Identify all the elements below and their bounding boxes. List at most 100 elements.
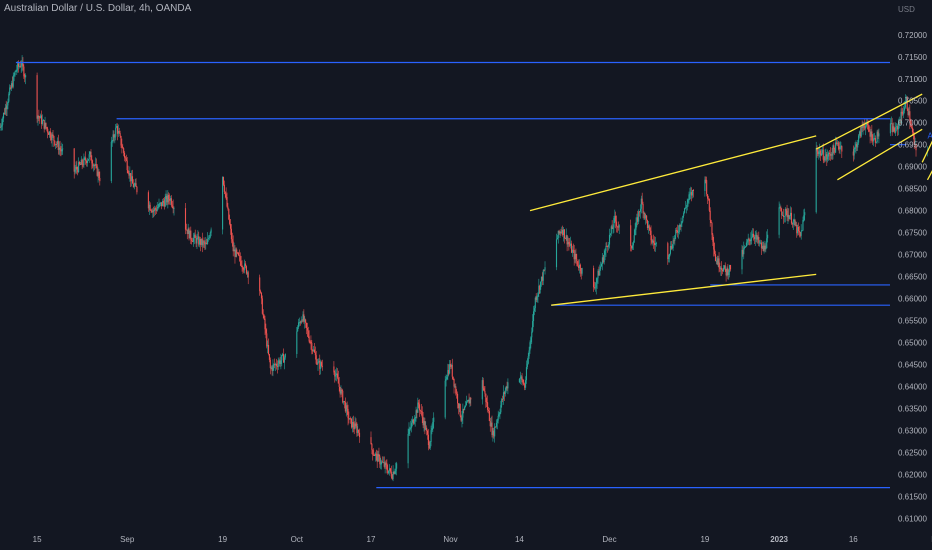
candle-body <box>42 120 44 121</box>
candle-body <box>375 453 377 455</box>
candle-body <box>121 145 123 148</box>
candle <box>83 153 85 168</box>
candle <box>765 241 767 253</box>
candle <box>393 470 395 475</box>
candle <box>667 241 669 265</box>
candle-body <box>910 122 912 127</box>
candle <box>752 228 754 238</box>
candle <box>691 187 693 202</box>
candle <box>460 414 462 423</box>
candle-body <box>19 66 21 68</box>
candle <box>185 223 187 231</box>
candle <box>99 171 101 186</box>
candle <box>750 232 752 245</box>
candle-body <box>194 234 196 238</box>
candle <box>532 314 534 333</box>
candle-body <box>198 236 200 245</box>
candle <box>165 190 167 206</box>
candle <box>826 152 828 166</box>
candle-body <box>594 287 596 289</box>
candle <box>351 418 353 429</box>
candle-body <box>170 198 172 205</box>
x-tick-label: Dec <box>602 535 616 544</box>
candle-body <box>521 376 523 380</box>
candle <box>797 222 800 236</box>
candle <box>859 127 861 139</box>
candle <box>711 221 713 241</box>
candle-body <box>306 327 308 331</box>
candle <box>171 201 173 209</box>
candle <box>195 235 197 248</box>
candle-body <box>389 468 391 472</box>
candle-body <box>914 144 916 145</box>
candle-body <box>381 461 383 465</box>
candle <box>383 456 385 469</box>
candle-body <box>789 216 791 220</box>
candle-body <box>682 215 684 222</box>
candle <box>301 319 303 323</box>
candle <box>128 171 130 179</box>
candle-body <box>376 453 378 462</box>
candle <box>503 391 505 401</box>
candle-body <box>873 138 876 139</box>
candle <box>686 198 688 211</box>
candle-body <box>278 360 280 364</box>
candle <box>487 395 489 413</box>
candle-body <box>321 365 323 367</box>
candle-body <box>692 190 694 192</box>
candle-body <box>197 236 199 238</box>
candle-body <box>336 373 338 378</box>
candle <box>764 243 766 252</box>
candle-body <box>502 392 505 400</box>
candle-body <box>609 233 611 235</box>
candle-body <box>430 430 432 442</box>
candle-body <box>460 415 462 421</box>
candle <box>507 378 509 395</box>
candle <box>349 418 351 420</box>
candle-body <box>410 427 412 429</box>
candle-body <box>199 239 202 245</box>
candle <box>231 232 233 247</box>
candle-body <box>746 241 748 243</box>
candle-body <box>358 432 361 438</box>
candle-body <box>593 268 595 288</box>
candle <box>895 122 897 136</box>
candle-body <box>387 469 389 474</box>
candle-body <box>228 208 230 220</box>
candle <box>353 421 355 435</box>
candle-body <box>426 430 429 435</box>
y-tick-label: 0.71000 <box>898 75 927 84</box>
candle-body <box>396 463 398 469</box>
candle <box>580 267 582 280</box>
candle <box>898 116 900 129</box>
candle-body <box>533 308 535 312</box>
candle-body <box>710 220 712 223</box>
candle-body <box>638 211 640 222</box>
candle-body <box>816 148 818 152</box>
candle <box>147 190 149 212</box>
candle-body <box>676 230 679 233</box>
candle-body <box>279 360 281 365</box>
candle <box>56 137 58 148</box>
candle <box>646 214 648 224</box>
candle <box>333 361 335 375</box>
candle-body <box>319 361 321 369</box>
candle-body <box>542 270 544 281</box>
candle-body <box>530 337 532 343</box>
candle <box>795 221 797 227</box>
candle-body <box>395 468 397 471</box>
candle <box>858 134 860 145</box>
candle <box>336 367 338 382</box>
candle-body <box>95 164 97 166</box>
candle-body <box>856 144 858 148</box>
candle-body <box>678 224 680 233</box>
candle <box>410 420 412 431</box>
candle <box>421 406 423 424</box>
candle <box>314 346 316 360</box>
candle-body <box>51 134 53 141</box>
candle-body <box>804 212 806 216</box>
candle <box>124 156 126 163</box>
candle <box>685 204 687 214</box>
candle <box>908 106 910 116</box>
